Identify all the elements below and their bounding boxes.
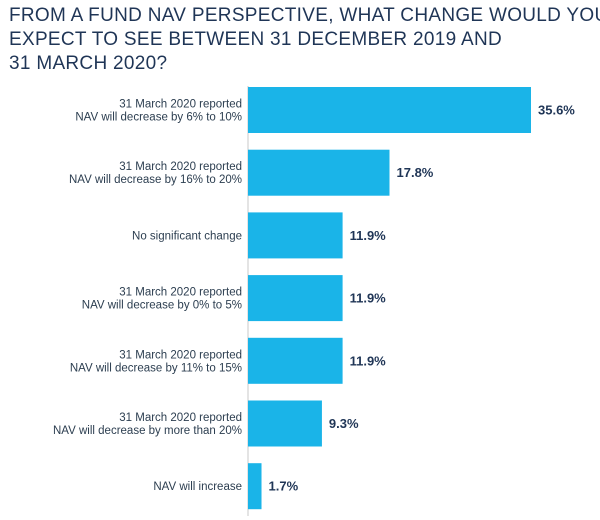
chart-title: FROM A FUND NAV PERSPECTIVE, WHAT CHANGE… xyxy=(9,4,600,76)
category-label-6-line-0: NAV will increase xyxy=(153,481,242,493)
category-label-2: No significant change xyxy=(132,230,242,242)
category-label-1: 31 March 2020 reported NAV will decrease … xyxy=(69,161,242,186)
category-label-6: NAV will increase xyxy=(153,481,242,493)
category-label-1-line-1: NAV will decrease by 16% to 20% xyxy=(69,174,242,186)
bar-3 xyxy=(248,275,343,322)
category-label-4-line-1: NAV will decrease by 11% to 15% xyxy=(70,362,242,374)
value-label-6: 1.7% xyxy=(269,479,299,494)
value-label-1: 17.8% xyxy=(397,165,434,180)
bar-1 xyxy=(248,149,390,196)
value-label-4: 11.9% xyxy=(350,353,387,368)
category-label-0-line-1: NAV will decrease by 6% to 10% xyxy=(75,112,242,124)
value-label-3: 11.9% xyxy=(350,291,387,306)
bar-2 xyxy=(248,212,343,259)
category-label-5: 31 March 2020 reported NAV will decrease … xyxy=(53,412,242,437)
category-label-2-line-0: No significant change xyxy=(132,230,242,242)
bar-6 xyxy=(248,463,262,510)
value-label-5: 9.3% xyxy=(329,416,359,431)
bar-5 xyxy=(248,400,322,447)
chart-title-line-1: FROM A FUND NAV PERSPECTIVE, WHAT CHANGE… xyxy=(9,5,600,26)
value-label-2: 11.9% xyxy=(350,228,387,243)
category-label-4: 31 March 2020 reported NAV will decrease … xyxy=(70,349,242,374)
bar-4 xyxy=(248,337,343,384)
category-label-4-line-0: 31 March 2020 reported xyxy=(119,349,242,361)
category-label-1-line-0: 31 March 2020 reported xyxy=(119,161,242,173)
chart-title-line-3: 31 MARCH 2020? xyxy=(9,53,168,74)
category-label-3-line-0: 31 March 2020 reported xyxy=(119,287,242,299)
category-label-5-line-1: NAV will decrease by more than 20% xyxy=(53,425,242,437)
value-label-0: 35.6% xyxy=(538,103,575,118)
bar-0 xyxy=(248,87,531,133)
category-label-0: 31 March 2020 reported NAV will decrease … xyxy=(75,99,242,124)
category-label-0-line-0: 31 March 2020 reported xyxy=(119,99,242,111)
category-label-5-line-0: 31 March 2020 reported xyxy=(119,412,242,424)
category-label-3-line-1: NAV will decrease by 0% to 5% xyxy=(82,300,242,312)
chart-title-line-2: EXPECT TO SEE BETWEEN 31 DECEMBER 2019 A… xyxy=(9,29,503,50)
category-label-3: 31 March 2020 reported NAV will decrease … xyxy=(82,287,242,312)
